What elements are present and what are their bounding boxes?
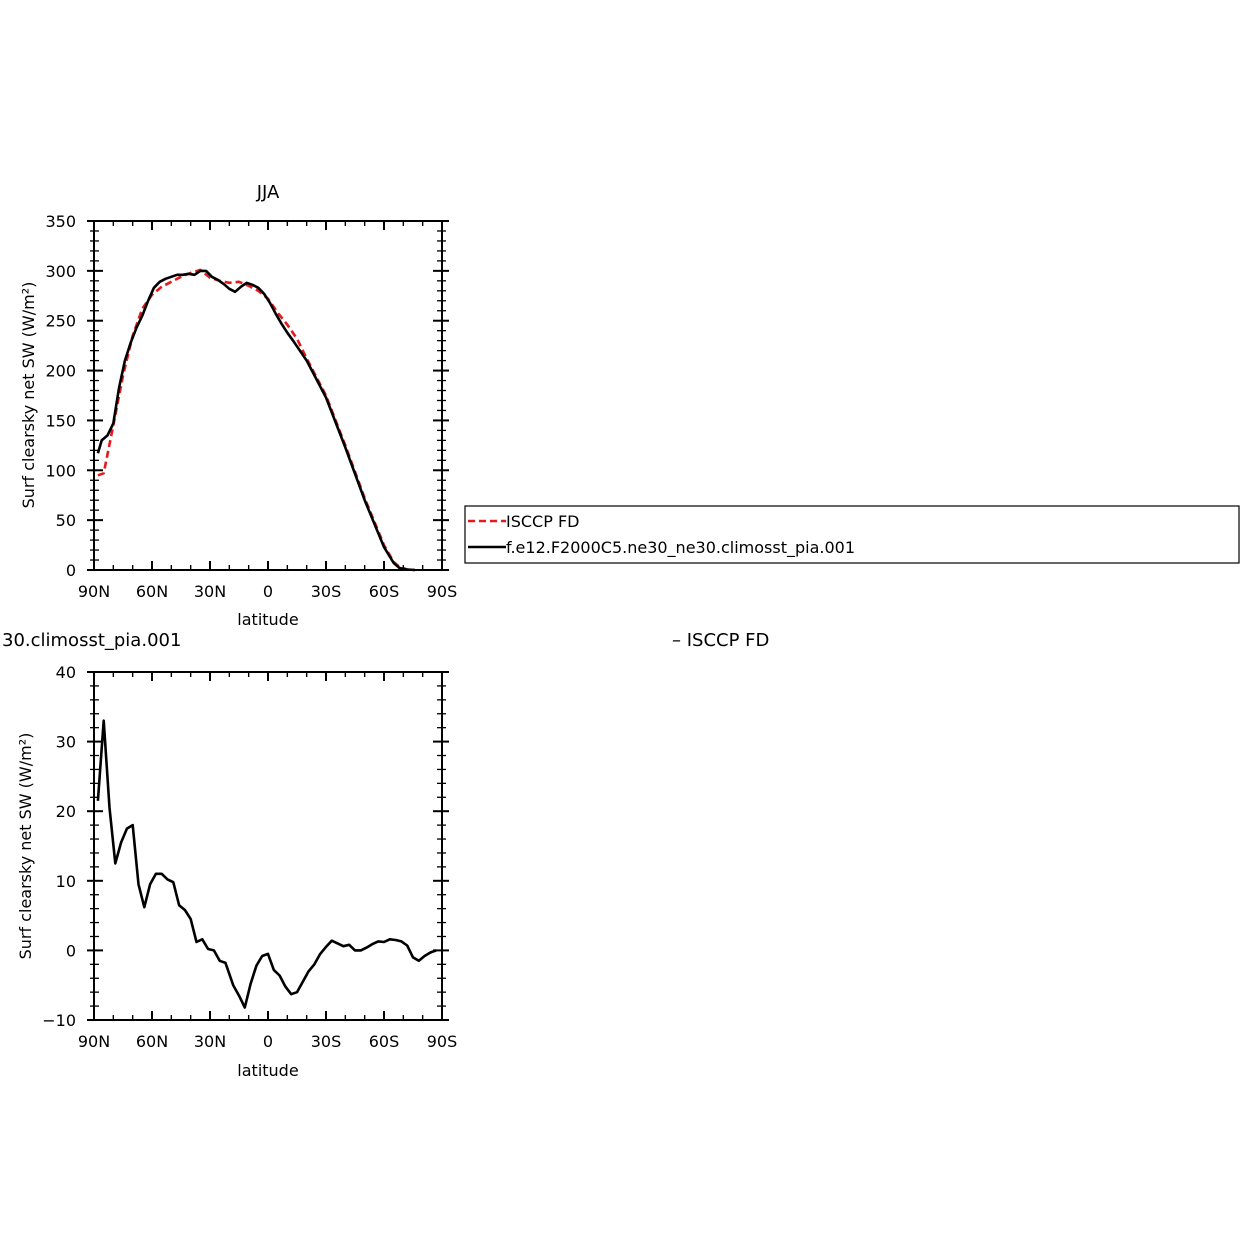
bottom-plot-frame — [93, 671, 443, 1021]
bottom-x-tick-label: 30S — [311, 1032, 342, 1051]
bottom-x-tick-label: 30N — [194, 1032, 226, 1051]
bottom-y-tick-label: 0 — [66, 941, 76, 960]
bottom-chart-series — [96, 719, 437, 1009]
legend-label-model: f.e12.F2000C5.ne30_ne30.climosst_pia.001 — [506, 538, 855, 558]
top-series-line-1 — [96, 269, 415, 572]
bottom-y-tick-label: 10 — [56, 872, 76, 891]
bottom-y-axis-title: Surf clearsky net SW (W/m²) — [16, 733, 35, 960]
top-y-tick-label: 50 — [56, 511, 76, 530]
legend-label-isccp: ISCCP FD — [506, 512, 579, 531]
top-x-tick-label: 60N — [136, 582, 168, 601]
bottom-chart-title-fragment: 30.climosst_pia.001 — [2, 630, 181, 651]
bottom-y-tick-label: 40 — [56, 663, 76, 682]
top-y-tick-label: 200 — [45, 362, 76, 381]
bottom-chart-ticks: 90N 60N 30N 0 30S 60S 90S −10 0 10 20 30 40 — [42, 663, 457, 1051]
top-y-tick-label: 100 — [45, 461, 76, 480]
bottom-series-line-0 — [96, 719, 437, 1009]
bottom-legend-fragment: – ISCCP FD — [672, 630, 769, 651]
top-chart-panel: JJA 90N 60N 30N 0 30S 60S 90S 0 50 100 150 200 250 30… — [19, 182, 457, 629]
bottom-x-axis-title: latitude — [237, 1061, 298, 1080]
bottom-x-tick-label: 0 — [263, 1032, 273, 1051]
top-plot-frame — [93, 220, 443, 571]
top-y-axis-title: Surf clearsky net SW (W/m²) — [19, 282, 38, 509]
top-x-tick-label: 90N — [78, 582, 110, 601]
top-y-tick-label: 150 — [45, 411, 76, 430]
top-y-tick-label: 0 — [66, 561, 76, 580]
top-x-axis-title: latitude — [237, 610, 298, 629]
top-x-tick-label: 30S — [311, 582, 342, 601]
top-y-tick-label: 300 — [45, 262, 76, 281]
bottom-x-tick-label: 90N — [78, 1032, 110, 1051]
top-x-tick-label: 0 — [263, 582, 273, 601]
legend: ISCCP FD f.e12.F2000C5.ne30_ne30.climoss… — [464, 505, 1240, 564]
top-chart-series — [96, 268, 415, 572]
top-chart-ticks: 90N 60N 30N 0 30S 60S 90S 0 50 100 150 200 250 300 350 — [45, 212, 457, 601]
bottom-y-tick-label: −10 — [42, 1011, 76, 1030]
bottom-x-tick-label: 60S — [369, 1032, 400, 1051]
top-series-line-0 — [97, 268, 415, 572]
legend-box — [464, 505, 1240, 564]
bottom-y-tick-label: 20 — [56, 802, 76, 821]
top-y-tick-label: 350 — [45, 212, 76, 231]
top-chart-title: JJA — [256, 182, 280, 203]
bottom-y-tick-label: 30 — [56, 733, 76, 752]
top-x-tick-label: 30N — [194, 582, 226, 601]
bottom-chart-panel: 30.climosst_pia.001 – ISCCP FD 90N 60N 30N… — [2, 630, 769, 1080]
top-y-tick-label: 250 — [45, 312, 76, 331]
top-x-tick-label: 90S — [427, 582, 458, 601]
top-x-tick-label: 60S — [369, 582, 400, 601]
bottom-x-tick-label: 90S — [427, 1032, 458, 1051]
bottom-x-tick-label: 60N — [136, 1032, 168, 1051]
